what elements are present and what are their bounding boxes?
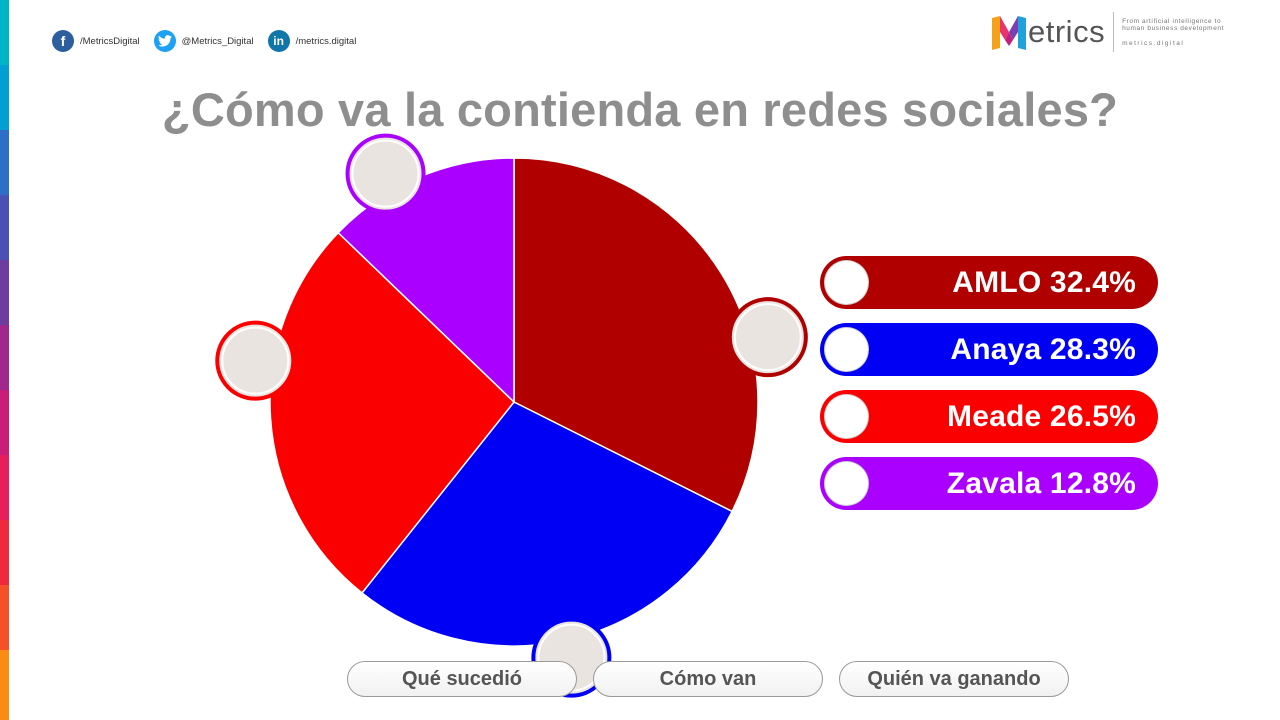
chart-legend: AMLO 32.4% Anaya 28.3% Meade 26.5% Zaval… [820,256,1158,524]
metrics-logo: etrics From artificial intelligence to h… [990,10,1237,54]
tagline-line-1: From artificial intelligence to [1122,17,1222,25]
legend-label-amlo: AMLO 32.4% [952,265,1136,299]
twitter-icon [153,30,176,52]
facebook-icon: f [52,30,74,52]
nav-que-sucedio-button[interactable]: Qué sucedió [347,661,577,697]
social-twitter[interactable]: @Metrics_Digital [153,30,254,52]
legend-label-anaya: Anaya 28.3% [950,332,1136,366]
page-title: ¿Cómo va la contienda en redes sociales? [161,83,1119,136]
nav-quien-va-ganando-button[interactable]: Quién va ganando [839,661,1069,697]
legend-label-zavala: Zavala 12.8% [946,466,1136,500]
logo-tagline: From artificial intelligence to human bu… [1122,18,1237,47]
amlo-pie-avatar [727,297,808,378]
amlo-pie-avatar-ring [733,303,802,372]
zavala-avatar [824,461,869,506]
twitter-handle: @Metrics_Digital [181,35,254,47]
meade-avatar [824,394,869,439]
social-linkedin[interactable]: in /metrics.digital [267,30,357,52]
logo-url: metrics.digital [1122,39,1185,47]
color-strip [0,0,9,720]
legend-item-amlo: AMLO 32.4% [820,256,1158,309]
legend-item-meade: Meade 26.5% [820,390,1158,443]
nav-bar: Qué sucedió Cómo van Quién va ganando [0,661,1280,701]
legend-label-meade: Meade 26.5% [947,399,1136,433]
legend-item-zavala: Zavala 12.8% [820,457,1158,510]
logo-separator [1113,12,1115,52]
metrics-m-icon [992,16,1026,50]
meade-pie-avatar [215,320,296,401]
linkedin-handle: /metrics.digital [295,35,357,47]
meade-pie-avatar-ring [221,326,290,395]
pie-slice-amlo [513,157,759,513]
legend-item-anaya: Anaya 28.3% [820,323,1158,376]
tagline-line-2: human business development [1122,24,1225,32]
social-facebook[interactable]: f /MetricsDigital [52,30,140,52]
zavala-pie-avatar-ring [351,139,420,208]
amlo-avatar [824,260,869,305]
zavala-pie-avatar [345,133,426,214]
facebook-handle: /MetricsDigital [80,35,140,47]
pie-slice-meade [269,231,516,594]
logo-word: etrics [1028,14,1106,49]
linkedin-icon: in [267,30,290,52]
anaya-avatar [824,327,869,372]
social-links: f /MetricsDigital @Metrics_Digital in /m… [52,30,370,52]
nav-como-van-button[interactable]: Cómo van [593,661,823,697]
